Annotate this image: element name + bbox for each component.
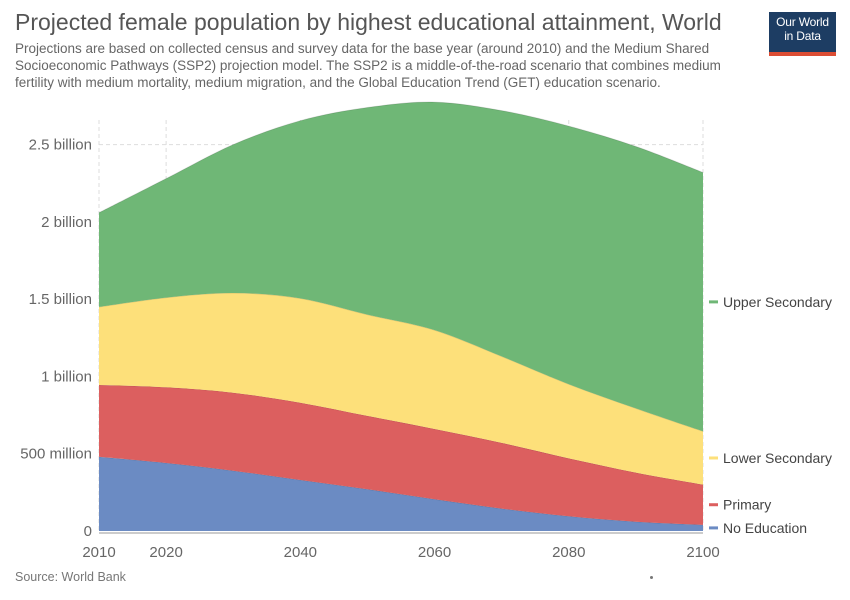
y-tick-label: 1.5 billion — [29, 291, 92, 308]
x-tick-label: 2040 — [284, 544, 317, 561]
x-axis: 2010 2020 2040 2060 2080 2100 — [82, 532, 720, 561]
legend-label[interactable]: No Education — [723, 520, 807, 536]
area-primary[interactable] — [99, 384, 703, 525]
legend: No Education Primary Lower Secondary Upper … — [709, 294, 832, 536]
source-note[interactable]: Source: World Bank — [15, 570, 126, 584]
x-tick-label: 2020 — [149, 544, 182, 561]
y-tick-label: 500 million — [20, 446, 92, 463]
x-tick-label: 2080 — [552, 544, 585, 561]
y-axis: 0 500 million 1 billion 1.5 billion 2 billio… — [20, 137, 92, 540]
area-upper-secondary[interactable] — [99, 102, 703, 432]
footer-dot — [650, 576, 653, 579]
y-tick-label: 0 — [84, 523, 92, 540]
x-tick-label: 2100 — [686, 544, 719, 561]
y-tick-label: 1 billion — [41, 368, 92, 385]
x-tick-label: 2010 — [82, 544, 115, 561]
area-no-education[interactable] — [99, 456, 703, 531]
logo-line-1: Our World — [776, 15, 829, 29]
logo-accent-bar — [769, 52, 836, 56]
series-areas — [98, 101, 704, 531]
y-tick-label: 2 billion — [41, 214, 92, 231]
legend-label[interactable]: Upper Secondary — [723, 294, 832, 310]
owid-logo[interactable]: Our World in Data — [769, 12, 836, 56]
area-lower-secondary[interactable] — [99, 292, 703, 485]
page-title: Projected female population by highest e… — [15, 9, 722, 35]
legend-label[interactable]: Lower Secondary — [723, 450, 832, 466]
legend-label[interactable]: Primary — [723, 497, 771, 513]
chart-subtitle: Projections are based on collected censu… — [15, 41, 721, 90]
x-tick-label: 2060 — [418, 544, 451, 561]
area-edge — [98, 101, 704, 214]
y-tick-label: 2.5 billion — [29, 137, 92, 154]
logo-line-2: in Data — [784, 29, 821, 43]
